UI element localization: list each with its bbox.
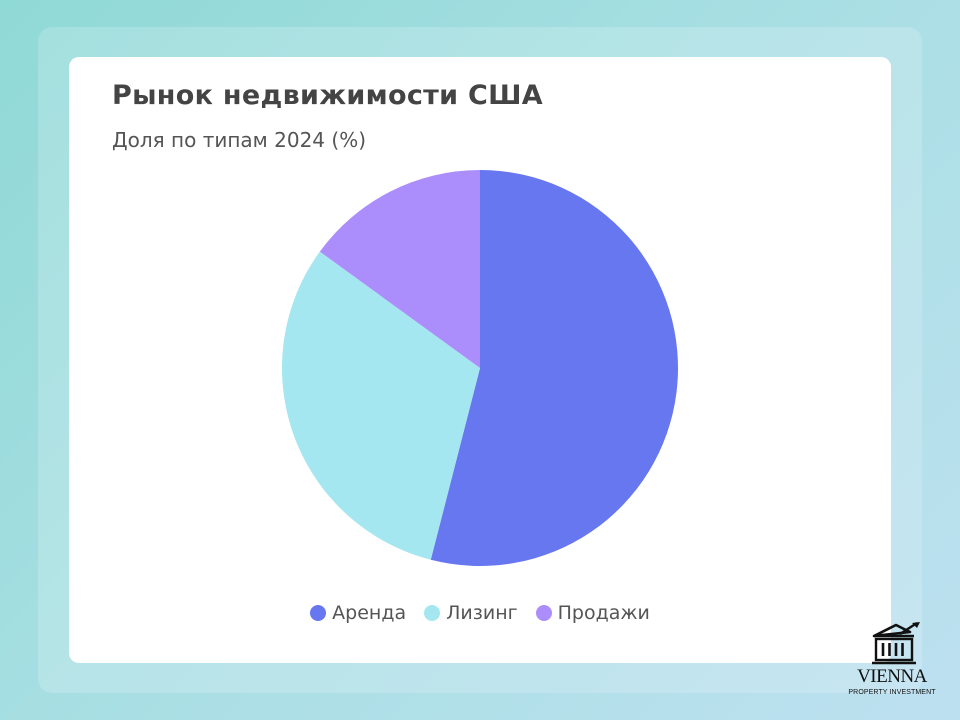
pie-chart — [282, 170, 678, 566]
legend-swatch-leasing — [424, 605, 441, 621]
legend-item-rent[interactable]: Аренда — [310, 602, 406, 624]
chart-legend: Аренда Лизинг Продажи — [0, 602, 960, 624]
legend-label-leasing: Лизинг — [446, 602, 518, 624]
brand-name: VIENNA — [857, 666, 927, 687]
pie-slice-sales[interactable] — [319, 170, 480, 368]
brand-logo: VIENNA PROPERTY INVESTMENT — [846, 620, 938, 702]
legend-label-rent: Аренда — [332, 602, 407, 624]
legend-swatch-rent — [310, 605, 327, 621]
legend-item-sales[interactable]: Продажи — [535, 602, 650, 624]
pie-slice-rent[interactable] — [430, 170, 678, 566]
legend-label-sales: Продажи — [557, 602, 650, 624]
brand-tagline: PROPERTY INVESTMENT — [848, 689, 936, 696]
bank-building-growth-icon — [872, 622, 920, 665]
legend-item-leasing[interactable]: Лизинг — [424, 602, 518, 624]
pie-slice-leasing[interactable] — [282, 251, 480, 560]
legend-swatch-sales — [535, 605, 552, 621]
chart-subtitle: Доля по типам 2024 (%) — [112, 128, 366, 152]
chart-title: Рынок недвижимости США — [112, 80, 543, 111]
